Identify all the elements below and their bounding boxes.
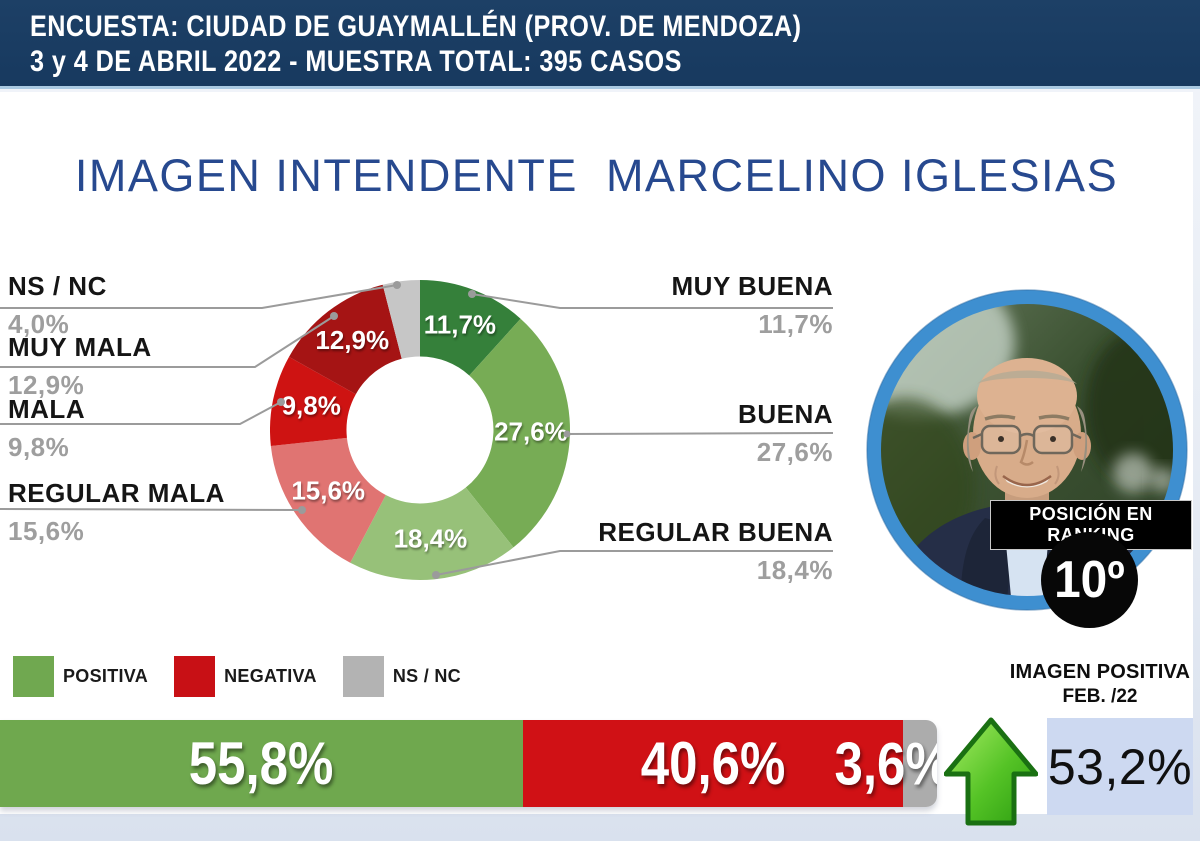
previous-measure-line1: IMAGEN POSITIVA — [1009, 661, 1191, 683]
header-banner: ENCUESTA: CIUDAD DE GUAYMALLÉN (PROV. DE… — [0, 0, 1200, 89]
ranking-value: 10º — [1054, 551, 1125, 609]
donut-segment-value: 15,6% — [291, 475, 365, 505]
legend-swatch-positiva — [13, 656, 54, 697]
bar-segment-positiva: 55,8% — [0, 720, 523, 807]
bar-segment-value: 3,6% — [834, 730, 937, 797]
callout-ns-nc: NS / NC 4,0% — [8, 271, 107, 339]
segment-label: MALA — [8, 394, 86, 424]
segment-label: NS / NC — [8, 271, 107, 301]
photo-ring — [867, 290, 1187, 610]
ranking-badge: 10º — [1041, 532, 1138, 628]
previous-value-box: 53,2% — [1047, 718, 1193, 815]
legend-swatch-nsnc — [342, 656, 384, 697]
donut-chart: 11,7% 27,6% 18,4% 15,6% 9,8% 12,9% — [270, 280, 570, 580]
bar-segment-value: 55,8% — [189, 730, 334, 797]
donut-segment-value: 18,4% — [394, 523, 468, 553]
previous-measure-title: IMAGEN POSITIVA FEB. /22 — [1000, 661, 1200, 708]
intendente-photo — [865, 288, 1189, 612]
donut-segment-value: 27,6% — [494, 416, 568, 446]
legend: POSITIVA NEGATIVA NS / NC — [13, 656, 487, 697]
segment-label: MUY MALA — [8, 332, 152, 362]
legend-label: POSITIVA — [63, 666, 149, 686]
segment-label: BUENA — [738, 399, 833, 429]
trend-up-arrow-icon — [944, 717, 1038, 826]
segment-value: 11,7% — [758, 309, 833, 339]
segment-label: REGULAR MALA — [8, 478, 225, 508]
segment-label: MUY BUENA — [671, 271, 833, 301]
callout-muy-buena: MUY BUENA 11,7% — [583, 271, 833, 339]
legend-item-negativa: NEGATIVA — [174, 656, 317, 697]
segment-value: 9,8% — [8, 432, 70, 462]
bar-segment-ns-nc: 3,6% — [835, 720, 937, 807]
callout-buena: BUENA 27,6% — [583, 399, 833, 467]
segment-value: 15,6% — [8, 516, 85, 546]
donut-segment-value: 11,7% — [424, 309, 496, 339]
segment-label: REGULAR BUENA — [598, 517, 833, 547]
callout-regular-buena: REGULAR BUENA 18,4% — [583, 517, 833, 585]
legend-label: NS / NC — [392, 666, 461, 686]
legend-item-nsnc: NS / NC — [342, 656, 461, 697]
portrait-illustration — [866, 289, 1188, 611]
previous-measure-line2: FEB. /22 — [1062, 686, 1138, 707]
segment-value: 4,0% — [8, 309, 70, 339]
legend-label: NEGATIVA — [224, 666, 317, 686]
donut-segment-value: 9,8% — [282, 391, 341, 421]
segment-value: 12,9% — [8, 370, 85, 400]
bar-segment-value: 40,6% — [640, 730, 786, 797]
donut-segment-value: 12,9% — [315, 325, 389, 355]
callout-regular-mala: REGULAR MALA 15,6% — [8, 478, 225, 546]
callout-muy-mala: MUY MALA 12,9% — [8, 332, 152, 400]
ranking-label: POSICIÓN EN RANKING — [990, 500, 1192, 550]
donut-segment-buena — [465, 318, 570, 548]
segment-value: 27,6% — [756, 437, 833, 467]
previous-value: 53,2% — [1047, 738, 1193, 795]
summary-stacked-bar: 55,8% 40,6% 3,6% — [0, 720, 937, 807]
callout-mala: MALA 9,8% — [8, 394, 85, 462]
header-line-1: ENCUESTA: CIUDAD DE GUAYMALLÉN (PROV. DE… — [30, 10, 802, 43]
bar-segment-negativa: 40,6% — [522, 720, 904, 807]
header-line-2: 3 y 4 DE ABRIL 2022 - MUESTRA TOTAL: 395… — [30, 45, 682, 78]
page-title: IMAGEN INTENDENTE MARCELINO IGLESIAS — [74, 150, 1119, 201]
donut-segment-regular-mala — [270, 437, 386, 563]
donut-segment-mala — [270, 356, 356, 446]
segment-value: 18,4% — [756, 555, 833, 585]
legend-swatch-negativa — [174, 656, 216, 697]
legend-item-positiva: POSITIVA — [13, 656, 148, 697]
